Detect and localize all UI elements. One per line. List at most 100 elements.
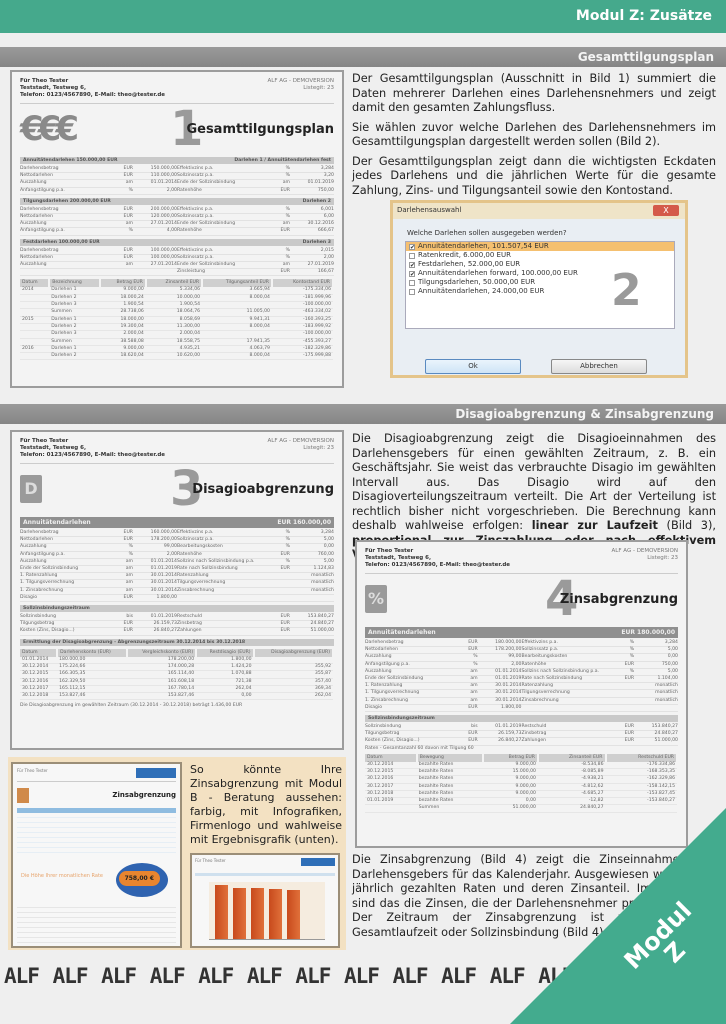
kv-cell: 666,67 xyxy=(317,228,334,234)
table-cell: -4.938,21 xyxy=(537,775,606,784)
kv-row: Zinsleistung EUR 166,67 xyxy=(20,269,334,277)
kv-cell: EUR xyxy=(280,621,290,627)
kv-cell: 150.000,00 xyxy=(150,166,177,171)
loan-list-item[interactable]: Ratenkredit, 6.000,00 EUR xyxy=(406,251,674,260)
kv-row: 1. Zinsabrechnung am 30.01.2014 Zinsabrechn… xyxy=(20,588,334,595)
table-cell xyxy=(20,301,50,310)
kv-cell: Nettodarlehen xyxy=(20,537,54,543)
client-address: Teststadt, Testweg 6, xyxy=(20,85,87,91)
kv-cell: 1.104,00 xyxy=(657,676,678,682)
kv-row: Anfangstilgung p.a.% 2,00 Ratenhöhe EUR 750,… xyxy=(20,188,334,195)
table-row: 30.12.2017 bezahlte Raten 9.000,00 -4.812,6… xyxy=(365,783,677,791)
section-band: Sollzinsbindungszeitraum xyxy=(365,715,678,723)
loan-list-item[interactable]: ✔ Annuitätendarlehen, 101.507,54 EUR xyxy=(406,242,674,251)
table-cell xyxy=(20,294,50,303)
kv-cell xyxy=(615,698,634,704)
ok-button[interactable]: Ok xyxy=(425,359,521,374)
table-cell: Darlehen 2 xyxy=(49,294,100,303)
table-cell: 8.000,04 xyxy=(202,323,272,332)
thumb-banner: Die Höhe Ihrer monatlichen Rate xyxy=(21,873,103,879)
kv-cell: % xyxy=(128,544,134,550)
table-row: 30.12.2015 166.305,35 165.114,40 1.070,88 35… xyxy=(20,670,333,679)
loan-label: Annuitätendarlehen, 101.507,54 EUR xyxy=(418,242,549,250)
kv-cell: 160.000,00 xyxy=(150,530,177,535)
table-cell: 9.000,00 xyxy=(482,761,538,769)
kv-cell: Ende der Sollzinsbindung xyxy=(20,566,79,572)
kv-cell: EUR xyxy=(280,566,290,572)
loan-list-item[interactable]: ✔ Annuitätendarlehen forward, 100.000,00 … xyxy=(406,269,674,278)
kv-cell: 1.800,00 xyxy=(156,594,177,600)
kv-cell: 100.000,00 xyxy=(150,247,177,253)
kv-row: 1. Zinsabrechnung am 30.01.2014 Zinsabrechn… xyxy=(365,698,678,705)
client-address: Teststadt, Testweg 6, xyxy=(365,555,432,561)
kv-cell: 5,00 xyxy=(667,668,678,674)
kv-row: 1. Ratenzahlung am 30.01.2014 Ratenzahlung m… xyxy=(20,573,334,581)
checkbox[interactable] xyxy=(409,252,415,259)
loan-list-item[interactable]: Annuitätendarlehen, 24.000,00 EUR xyxy=(406,287,674,296)
kv-cell: 3,20 xyxy=(323,173,334,179)
loan-list-item[interactable]: ✔ Festdarlehen, 52.000,00 EUR xyxy=(406,260,674,269)
company-name: ALF AG - DEMOVERSION xyxy=(611,548,678,554)
band-right: EUR 160.000,00 xyxy=(277,519,331,526)
loan-list-item[interactable]: Tilgungsdarlehen, 50.000,00 EUR xyxy=(406,278,674,287)
kv-cell: Ende der Sollzinsbindung xyxy=(176,180,236,186)
kv-cell: 26.840,27 xyxy=(153,628,177,634)
loan-label: Ratenkredit, 6.000,00 EUR xyxy=(418,251,511,259)
cancel-button[interactable]: Abbrechen xyxy=(551,359,647,374)
kv-row: Auszahlung% 99,00 Bearbeitungskosten% 0,00 xyxy=(20,544,334,552)
kv-cell: 166,67 xyxy=(317,269,334,275)
loan-label: Annuitätendarlehen, 24.000,00 EUR xyxy=(418,287,545,295)
table-cell: 3.665,94 xyxy=(202,287,272,295)
kv-cell: % xyxy=(285,544,290,550)
kv-cell: EUR xyxy=(123,206,134,212)
figure-number: 4 xyxy=(545,571,579,627)
kv-cell: % xyxy=(629,654,635,660)
kv-cell: 27.01.2014 xyxy=(150,221,177,227)
table-header-row: Datum Darlehenskonto (EUR) Vergleichskonto… xyxy=(20,648,335,657)
kv-cell: Ratenzahlung xyxy=(176,573,209,579)
checkbox[interactable] xyxy=(409,279,415,286)
checkbox[interactable]: ✔ xyxy=(409,243,416,251)
kv-cell: Zahlungen xyxy=(176,628,202,634)
kv-cell: 30.01.2014 xyxy=(150,580,177,586)
kv-cell: 26.159,73 xyxy=(498,731,522,737)
kv-cell: am xyxy=(470,668,478,674)
checkbox[interactable]: ✔ xyxy=(409,261,416,269)
table-footer: Die Disagioabgrenzung im gewählten Zeitr… xyxy=(20,703,243,709)
column-header: Betrag EUR xyxy=(99,279,147,288)
screenshot-zinsabgrenzung: Für Theo Tester Teststadt, Testweg 6, Tele… xyxy=(355,540,688,848)
kv-cell: Ratenhöhe xyxy=(176,228,202,234)
kv-cell: 153.840,27 xyxy=(307,614,334,620)
loan-label: Festdarlehen, 52.000,00 EUR xyxy=(418,260,521,268)
kv-row: Auszahlung am 01.01.2014 Sollzins nach Soll… xyxy=(365,668,678,677)
kv-cell: 200.000,00 xyxy=(150,206,177,212)
kv-cell: am xyxy=(282,221,290,227)
kv-cell: 1. Tilgungsverrechnung xyxy=(365,690,420,696)
kv-cell xyxy=(290,595,334,601)
kv-row: Auszahlung am 01.01.2014 Sollzins nach Soll… xyxy=(20,559,334,567)
section-title-disagio-zinsabgrenzung: Disagioabgrenzung & Zinsabgrenzung xyxy=(0,404,726,424)
table-cell: 10.620,00 xyxy=(145,352,203,361)
checkbox[interactable] xyxy=(409,288,415,295)
table-header-row: Datum Bewegung Betrag EUR Zinsanteil EUR Res… xyxy=(365,753,678,762)
kv-cell: EUR xyxy=(123,621,134,627)
kv-cell: 110.000,00 xyxy=(150,173,177,179)
kv-row: Tilgungsbetrag EUR 26.159,73 Zinsbetrag EUR 2… xyxy=(20,621,334,629)
checkbox[interactable]: ✔ xyxy=(409,270,416,278)
table-cell xyxy=(20,323,50,332)
kv-cell: 30.01.2014 xyxy=(495,690,522,696)
kv-cell: Ende der Sollzinsbindung xyxy=(176,262,236,268)
table-cell: -183.999,92 xyxy=(271,323,333,332)
table-cell: 369,34 xyxy=(253,685,333,694)
kv-cell: EUR xyxy=(280,614,290,620)
kv-cell: EUR xyxy=(123,173,134,179)
column-header: Restschuld EUR xyxy=(605,753,678,762)
kv-cell: Ratenzahlung xyxy=(521,683,554,689)
table-cell: 17.941,35 xyxy=(202,338,272,346)
close-button[interactable]: X xyxy=(653,205,679,216)
table-cell: 166.305,35 xyxy=(57,670,127,679)
table-cell: 9.000,00 xyxy=(99,345,146,354)
table-cell: 262,04 xyxy=(253,692,333,701)
kv-cell: Nettodarlehen xyxy=(365,647,399,653)
client-name: Für Theo Tester xyxy=(17,768,48,773)
